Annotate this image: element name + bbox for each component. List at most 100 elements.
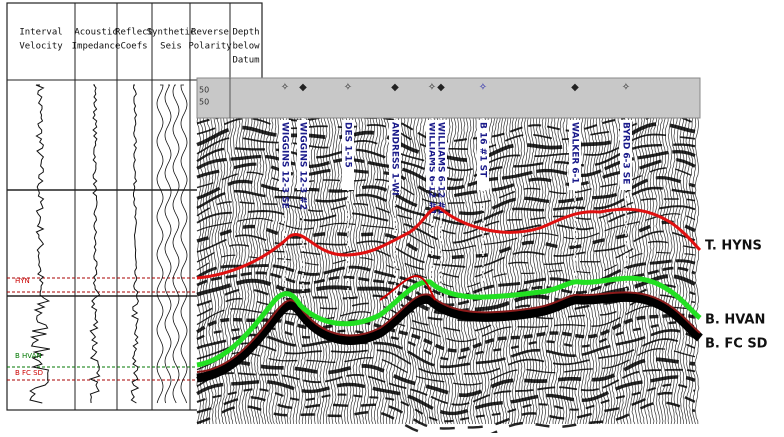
seismic-trace: [400, 117, 406, 425]
horizon-b-fc-sd: [196, 291, 701, 373]
seismic-trace: [448, 117, 454, 425]
synthetic-trace: [172, 84, 180, 404]
seismic-trace: [244, 117, 250, 425]
column-header: Polarity: [188, 42, 232, 52]
log-curve: [29, 84, 51, 404]
seismic-event: [196, 205, 696, 244]
seismic-trace: [658, 117, 664, 425]
seismic-trace: [595, 117, 601, 424]
seismic-event: [196, 294, 696, 333]
seismic-event: [196, 348, 696, 386]
log-curve: [88, 84, 101, 404]
left-marker: B HVAN: [15, 352, 42, 360]
column-header: Reverse: [191, 28, 229, 38]
seismic-trace: [508, 117, 514, 425]
seismic-trace: [505, 117, 511, 425]
well-label: WIGGINS 12-3 #2: [298, 122, 308, 210]
well-symbol: ✧: [281, 82, 289, 93]
log-curve: [130, 84, 140, 404]
seismic-trace: [676, 117, 682, 424]
seismic-trace: [256, 117, 262, 425]
horizon-label: B. HVAN: [705, 313, 765, 328]
well-label: WILLIAMS 6-12 #1: [427, 122, 437, 215]
seismic-event: [196, 391, 696, 430]
well-symbol: ✧: [622, 82, 630, 93]
well-label: BYRD 6-3 SE: [621, 122, 631, 184]
column-header: Seis: [160, 42, 182, 52]
seismic-trace: [646, 117, 652, 425]
seismic-event: [196, 368, 696, 406]
seismic-trace: [358, 117, 364, 425]
seismic-event: [196, 213, 696, 252]
horizon-label: B. FC SD: [705, 337, 768, 352]
seismic-event: [196, 259, 696, 299]
seismic-event: [196, 240, 696, 279]
column-header: Acoustic: [74, 28, 117, 38]
seismic-trace: [274, 117, 280, 425]
well-label: WIGGINS 12-3 SE: [280, 122, 290, 209]
seismic-trace: [628, 117, 634, 425]
seismic-event: [196, 186, 696, 226]
well-label-bg: [435, 120, 447, 190]
well-label-bg: [342, 120, 354, 190]
well-label-bg: [279, 120, 291, 190]
seismic-trace: [655, 117, 661, 425]
ruler-bar: [196, 77, 701, 119]
seismic-trace: [598, 117, 604, 425]
seismic-trace: [487, 117, 493, 425]
column-header: Synthetic: [147, 28, 196, 38]
seismic-trace: [262, 117, 268, 425]
ruler-label: 50: [199, 98, 209, 107]
well-label-bg: [569, 120, 581, 190]
column-header: Interval: [19, 28, 62, 38]
well-symbol: ◆: [391, 82, 399, 93]
column-header: below: [232, 42, 260, 52]
well-label: WALKER 6-1: [570, 122, 580, 184]
seismic-trace: [496, 117, 502, 425]
synthetic-trace: [164, 84, 172, 404]
seismic-trace: [565, 117, 571, 425]
ruler-label: 50: [199, 86, 209, 95]
seismic-trace: [292, 117, 298, 425]
well-symbol: ✧: [479, 82, 487, 93]
seismic-trace: [454, 117, 460, 425]
seismic-event: [196, 401, 696, 437]
seismic-trace: [469, 117, 475, 425]
seismic-trace: [265, 117, 271, 425]
well-label-bg: [477, 120, 489, 190]
seismic-trace: [649, 117, 655, 425]
well-label: ANDRESS 1-WI: [390, 122, 400, 196]
seismic-trace: [325, 117, 331, 425]
well-label-bg: [297, 120, 309, 190]
well-label: B 16 #1 ST: [478, 122, 488, 178]
seismic-trace: [490, 117, 496, 425]
seismic-trace: [652, 117, 658, 425]
column-header: Velocity: [19, 42, 63, 52]
seismic-event: [196, 383, 696, 423]
seismic-trace: [661, 117, 667, 425]
seismic-trace: [583, 117, 589, 425]
well-symbol: ◆: [571, 82, 579, 93]
left-marker: HYN: [15, 277, 30, 285]
seismic-event: [196, 328, 696, 369]
seismic-trace: [466, 117, 472, 425]
seismic-trace: [535, 117, 541, 425]
column-header: Reflect: [115, 28, 153, 38]
synthetic-trace: [156, 84, 164, 404]
horizon-fragment: [379, 275, 436, 301]
seismic-trace: [451, 117, 457, 425]
seismic-event: [196, 251, 696, 289]
seismic-trace: [592, 117, 598, 425]
seismic-trace: [370, 117, 376, 425]
horizon-t-hyns: [196, 206, 702, 280]
seismic-trace: [694, 117, 700, 425]
seismic-trace: [559, 117, 565, 425]
seismic-trace: [532, 117, 538, 425]
seismic-trace: [586, 117, 592, 425]
seismic-trace: [556, 117, 562, 425]
seismic-trace: [445, 117, 451, 425]
seismic-trace: [352, 117, 358, 425]
well-symbol: ✧: [344, 82, 352, 93]
seismic-trace: [511, 117, 517, 425]
well-label: DES 1-15: [343, 122, 353, 168]
